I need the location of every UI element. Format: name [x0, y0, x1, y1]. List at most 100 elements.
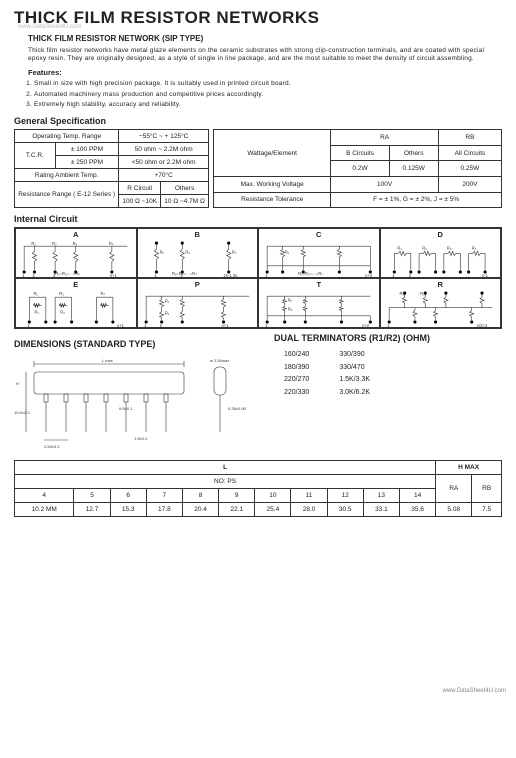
cell: 35.6	[399, 503, 435, 517]
cell: 11	[291, 489, 327, 503]
cell: L	[15, 461, 436, 475]
dual-val: 160/240	[284, 349, 309, 362]
svg-text:R₁: R₁	[397, 245, 402, 250]
ic-cell-r: R R₁R₂1n/2+2	[380, 278, 502, 328]
dual-terminators-values: 160/240 180/390 220/270 220/330 330/390 …	[284, 349, 502, 399]
svg-text:R₃: R₃	[73, 241, 78, 246]
features-list: Small in size with high precision packag…	[34, 79, 502, 110]
ic-cell-p: P R₁R₂12n+1	[137, 278, 259, 328]
svg-text:R₂: R₂	[164, 311, 169, 316]
cell: B Circuits	[331, 145, 389, 161]
svg-text:H: H	[16, 381, 19, 386]
svg-text:R₁: R₁	[399, 291, 404, 296]
spec-tables: Operating Temp. Range−55°C ~ + 125°C T.C…	[14, 129, 502, 208]
cell: 9	[219, 489, 255, 503]
svg-text:R₂: R₂	[420, 291, 425, 296]
cell: 20.4	[182, 503, 218, 517]
svg-text:0.25±0.06: 0.25±0.06	[228, 406, 247, 411]
cell: NO: PS	[15, 475, 436, 489]
cell: All Circuits	[438, 145, 501, 161]
dual-val: 220/270	[284, 374, 309, 387]
svg-text:R₁=R₂=…=Rₙ: R₁=R₂=…=Rₙ	[171, 271, 196, 276]
watermark-bottom: www.DataSheet4U.com	[443, 688, 506, 694]
dual-val: 330/470	[339, 362, 370, 375]
cell: RB	[438, 130, 501, 146]
cell: 12.7	[74, 503, 110, 517]
gen-spec-heading: General Specification	[14, 116, 502, 126]
svg-text:L max: L max	[102, 358, 113, 363]
svg-text:R₁=R₂=…=Rₙ: R₁=R₂=…=Rₙ	[55, 271, 80, 276]
svg-text:Rₙ: Rₙ	[109, 241, 114, 246]
cell: RA	[331, 130, 438, 146]
feature-item: Small in size with high precision packag…	[34, 79, 502, 89]
ic-label: P	[195, 280, 200, 289]
cell: 33.1	[363, 503, 399, 517]
dimensions-drawing: L max H 10.0±2.0 2.54±0.2 1.5±0.2 0.5±0.…	[14, 352, 264, 452]
ic-label: B	[195, 230, 200, 239]
svg-text:1: 1	[27, 323, 30, 328]
dual-val: 1.5K/3.3K	[339, 374, 370, 387]
internal-circuit-grid: A R₁R₂R₃Rₙ123n+1R₁=R₂=…=Rₙ B R₁R₂Rₙ132n-…	[14, 227, 502, 329]
ic-label: E	[73, 280, 78, 289]
cell: 100 Ω ~10K	[119, 195, 161, 208]
cell: 10	[255, 489, 291, 503]
cell: 0.125W	[389, 161, 438, 177]
svg-text:R₂: R₂	[59, 291, 64, 296]
dual-val: 180/390	[284, 362, 309, 375]
ic-label: D	[438, 230, 443, 239]
cell: 12	[327, 489, 363, 503]
cell: −55°C ~ + 125°C	[119, 130, 209, 143]
cell: 7.5	[472, 503, 502, 517]
svg-text:Rₙ: Rₙ	[231, 250, 236, 255]
cell: 15.3	[110, 503, 146, 517]
internal-circuit-heading: Internal Circuit	[14, 214, 502, 224]
svg-text:R₂: R₂	[60, 310, 65, 315]
cell: 100V	[331, 176, 438, 192]
svg-text:10.0±2.0: 10.0±2.0	[14, 410, 30, 415]
cell: <50 ohm or 2.2M ohm	[119, 156, 209, 169]
svg-text:n+2: n+2	[362, 323, 370, 328]
cell: 200V	[438, 176, 501, 192]
feature-item: Automated machinery mass production and …	[34, 90, 502, 100]
svg-text:R₁: R₁	[159, 250, 164, 255]
svg-text:R₁: R₁	[33, 291, 38, 296]
cell: 7	[146, 489, 182, 503]
cell: 17.8	[146, 503, 182, 517]
cell: 22.1	[219, 503, 255, 517]
dimensions-heading: DIMENSIONS (STANDARD TYPE)	[14, 339, 264, 349]
cell: 0.2W	[331, 161, 389, 177]
cell: 8	[182, 489, 218, 503]
cell: 6	[110, 489, 146, 503]
ic-cell-e: E R₁R₂RₙR₁R₂1n+1	[15, 278, 137, 328]
svg-text:R₁=R₂=…=Rₙ: R₁=R₂=…=Rₙ	[298, 271, 323, 276]
feature-item: Extremely high stability, accuracy and r…	[34, 100, 502, 110]
cell: Max. Working Voltage	[214, 176, 331, 192]
ic-label: R	[438, 280, 443, 289]
cell: Wattage/Element	[214, 130, 331, 177]
cell: RA	[436, 475, 472, 503]
cell: 5	[74, 489, 110, 503]
svg-text:n/2+2: n/2+2	[476, 323, 487, 328]
cell: Others	[389, 145, 438, 161]
cell: R Circuit	[119, 182, 161, 195]
svg-text:Rₙ: Rₙ	[471, 245, 476, 250]
cell: 10 Ω ~4.7M Ω	[161, 195, 209, 208]
ic-cell-a: A R₁R₂R₃Rₙ123n+1R₁=R₂=…=Rₙ	[15, 228, 137, 278]
svg-text:1: 1	[144, 323, 147, 328]
ic-cell-d: D R₁R₂R₃Rₙ12n-1	[380, 228, 502, 278]
cell: Resistance Range ( E-12 Series )	[15, 182, 119, 208]
ic-cell-t: T R₁R₂1n+2	[258, 278, 380, 328]
svg-text:R₁: R₁	[288, 297, 293, 302]
svg-text:Rₙ: Rₙ	[101, 291, 106, 296]
cell: 4	[15, 489, 74, 503]
svg-text:n+1: n+1	[221, 323, 229, 328]
svg-text:w 2.54max: w 2.54max	[210, 358, 229, 363]
spec-table-left: Operating Temp. Range−55°C ~ + 125°C T.C…	[14, 129, 209, 208]
cell: T.C.R.	[15, 143, 56, 169]
cell: 25.4	[255, 503, 291, 517]
cell: 30.5	[327, 503, 363, 517]
cell: Operating Temp. Range	[15, 130, 119, 143]
cell: H MAX	[436, 461, 502, 475]
lh-table: L H MAX NO: PS RA RB 4 5 6 7 8 9 10 11 1…	[14, 460, 502, 517]
cell: 13	[363, 489, 399, 503]
